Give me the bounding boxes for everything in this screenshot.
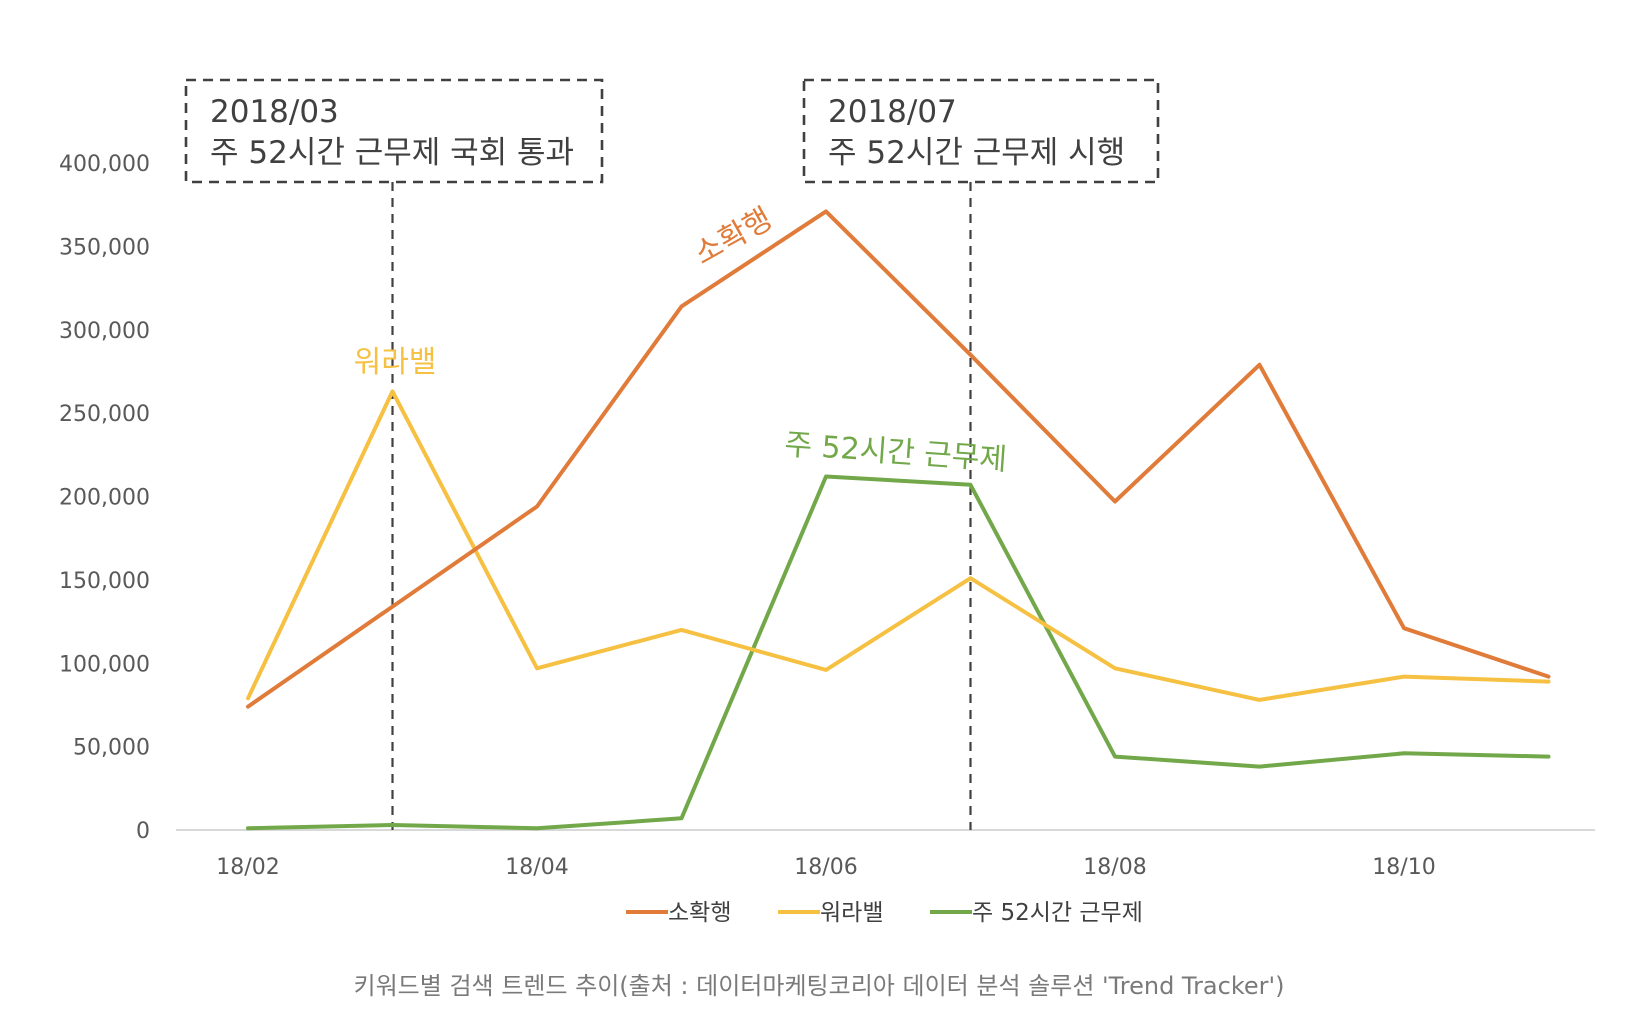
legend-label: 소확행 [668,900,731,926]
x-tick-label: 18/06 [794,855,857,880]
series-line-1 [246,209,1551,709]
y-tick-label: 150,000 [59,569,150,594]
annotation-box [184,78,604,184]
y-axis: 0 50,000 100,000 150,000 200,000 250,000 300,0… [59,152,150,844]
x-tick-label: 18/02 [216,855,279,880]
y-tick-label: 300,000 [59,319,150,344]
annotation-event: 주 52시간 근무제 국회 통과 [210,135,574,171]
legend: 소확행 워라밸 주 52시간 근무제 [626,900,1143,926]
annotation-date: 2018/07 [828,94,957,130]
x-axis: 18/02 18/04 18/06 18/08 18/10 [176,829,1595,880]
series-label-1: 소확행 [689,201,778,272]
series-line-2 [246,389,1551,702]
y-tick-label: 0 [136,819,150,844]
annotations: 2018/03 주 52시간 근무제 국회 통과 2018/07 주 52시간 근무제… [184,78,1160,830]
annotation-box [802,78,1160,184]
x-tick-label: 18/04 [505,855,568,880]
series-lines [246,209,1551,831]
series-label-3: 주 52시간 근무제 [783,427,1008,477]
legend-label: 워라밸 [820,900,883,926]
y-tick-label: 400,000 [59,152,150,177]
series-line-3 [246,474,1551,831]
y-tick-label: 250,000 [59,402,150,427]
series-label-2: 워라밸 [354,345,437,380]
y-tick-label: 100,000 [59,652,150,677]
y-tick-label: 50,000 [73,736,150,761]
x-tick-label: 18/08 [1083,855,1146,880]
y-tick-label: 200,000 [59,486,150,511]
x-tick-label: 18/10 [1372,855,1435,880]
annotation-event: 주 52시간 근무제 시행 [828,135,1125,171]
annotation-date: 2018/03 [210,94,339,130]
legend-label: 주 52시간 근무제 [972,900,1143,926]
y-tick-label: 350,000 [59,235,150,260]
chart-caption: 키워드별 검색 트렌드 추이(출처 : 데이터마케팅코리아 데이터 분석 솔루션… [353,972,1285,1000]
